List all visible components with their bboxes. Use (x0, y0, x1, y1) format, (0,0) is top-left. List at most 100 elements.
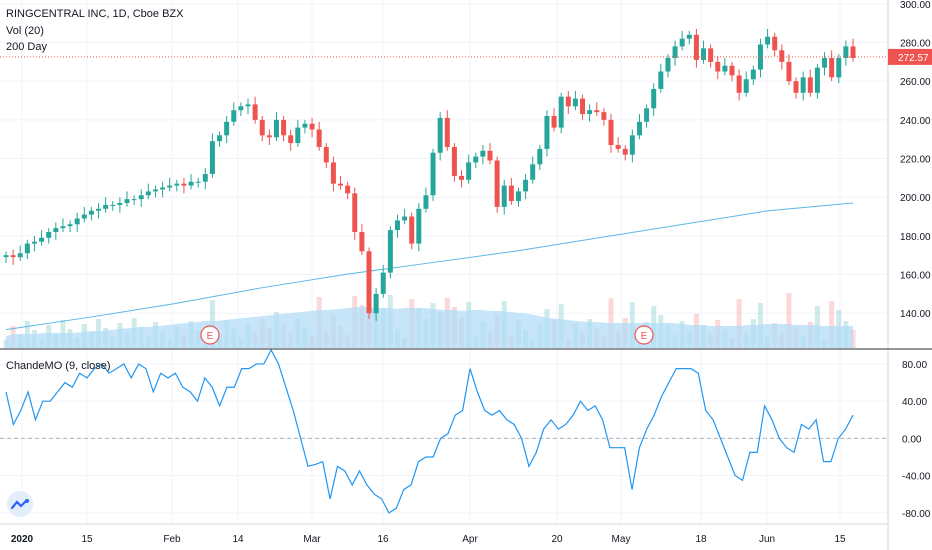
candle-body (551, 116, 557, 128)
candle-body (793, 81, 799, 93)
candle-body (537, 148, 543, 165)
candle-body (188, 181, 194, 186)
candle-body (615, 145, 621, 149)
candle-body (843, 46, 849, 58)
candle-body (380, 272, 386, 294)
candle-body (402, 216, 408, 221)
symbol-title[interactable]: RINGCENTRAL INC, 1D, Cboe BZX (6, 8, 184, 20)
candle-body (807, 77, 813, 93)
candle-body (124, 199, 130, 203)
candle-body (24, 243, 30, 254)
candle-body (608, 119, 614, 145)
candle-body (323, 146, 329, 163)
time-tick-label: 20 (551, 534, 563, 545)
candle-body (651, 88, 657, 109)
candle-body (722, 65, 728, 72)
price-tick-label: 220.00 (900, 155, 931, 166)
last-price-tag-bg (888, 48, 932, 65)
candle-body (580, 98, 586, 115)
candle-body (594, 110, 600, 113)
osc-tick-label: -40.00 (902, 472, 931, 483)
volume-legend[interactable]: Vol (20) (6, 25, 44, 37)
candle-body (757, 44, 763, 70)
candle-body (523, 179, 529, 192)
volume-bar (736, 299, 742, 348)
last-price-value: 272.57 (898, 53, 929, 64)
candle-body (117, 203, 123, 205)
candle-body (494, 160, 500, 207)
candlestick-series (3, 29, 856, 321)
candle-body (138, 195, 144, 200)
candle-body (10, 255, 16, 258)
candle-body (252, 104, 258, 120)
price-tick-label: 240.00 (900, 116, 931, 127)
candle-body (103, 204, 109, 209)
candle-body (786, 61, 792, 82)
candle-body (309, 123, 315, 130)
candle-body (679, 38, 685, 47)
candle-body (281, 119, 287, 136)
candle-body (160, 187, 166, 190)
candle-body (39, 237, 45, 242)
time-tick-label: 16 (377, 534, 389, 545)
osc-tick-label: 80.00 (902, 360, 927, 371)
time-tick-label: 14 (232, 534, 244, 545)
candle-body (558, 96, 564, 128)
candle-body (601, 112, 607, 120)
candle-body (217, 135, 223, 142)
candle-body (366, 251, 372, 314)
time-tick-label: 15 (834, 534, 846, 545)
earnings-badge-icon[interactable]: E (200, 325, 220, 345)
candle-body (530, 164, 536, 180)
candle-body (736, 75, 742, 93)
candle-body (345, 185, 351, 194)
candle-body (316, 129, 322, 147)
candle-body (373, 293, 379, 314)
candle-body (636, 121, 642, 136)
candle-body (544, 116, 550, 149)
osc-tick-label: 0.00 (902, 434, 922, 445)
chande-mo-line (5, 348, 854, 514)
price-tick-label: 160.00 (900, 271, 931, 282)
time-tick-label: 15 (81, 534, 93, 545)
candle-body (409, 216, 415, 244)
candle-body (195, 181, 201, 183)
osc-tick-label: 40.00 (902, 397, 927, 408)
tradingview-logo-icon[interactable] (7, 491, 33, 517)
candle-body (387, 230, 393, 273)
candle-body (53, 228, 59, 232)
earnings-badge-icon[interactable]: E (634, 325, 654, 345)
candle-body (88, 210, 94, 215)
candle-body (480, 150, 486, 157)
candle-body (473, 156, 479, 163)
candle-body (622, 148, 628, 155)
price-tick-label: 200.00 (900, 193, 931, 204)
candle-body (202, 174, 208, 182)
oscillator-legend[interactable]: ChandeMO (9, close) (6, 360, 111, 372)
candle-body (209, 141, 215, 174)
candle-body (829, 58, 835, 78)
candle-body (430, 152, 436, 196)
candle-body (701, 48, 707, 60)
candle-body (587, 110, 593, 115)
ma-legend[interactable]: 200 Day (6, 41, 47, 53)
time-tick-label: Mar (303, 534, 321, 545)
time-tick-label: Feb (163, 534, 181, 545)
candle-body (501, 185, 507, 207)
candle-body (3, 255, 9, 258)
candle-body (302, 123, 308, 128)
candle-body (814, 67, 820, 93)
candle-body (110, 204, 116, 206)
candle-body (145, 191, 151, 196)
candle-body (423, 195, 429, 209)
logo-glyph (11, 498, 29, 510)
candle-body (836, 58, 842, 78)
candle-body (743, 79, 749, 93)
candle-body (81, 214, 87, 219)
earnings-badge-circle (200, 325, 220, 345)
price-tick-label: 300.00 (900, 0, 931, 11)
candle-body (330, 162, 336, 184)
time-axis-labels: 2020 15 Feb 14 Mar 16 Apr 20 May 18 Jun 15 (11, 534, 846, 545)
